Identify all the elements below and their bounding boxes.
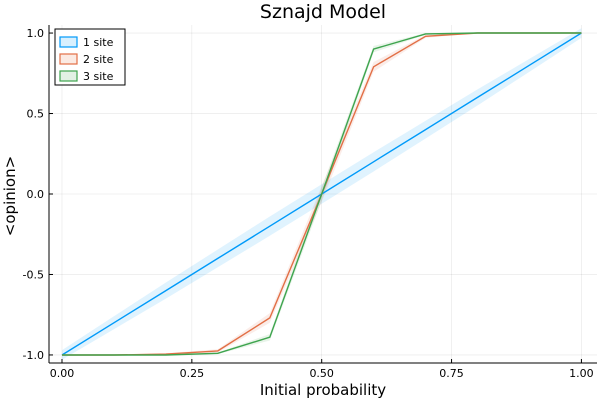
x-tick-label: 0.25 — [180, 367, 205, 380]
x-tick-label: 0.00 — [50, 367, 75, 380]
series-lines — [61, 32, 582, 356]
legend-label-3: 3 site — [83, 70, 114, 83]
legend-swatch-1 — [59, 36, 78, 48]
axes — [48, 25, 597, 364]
line-series-3 — [62, 32, 582, 356]
legend-label-2: 2 site — [83, 53, 114, 66]
x-tick-label: 0.50 — [309, 367, 334, 380]
y-axis-label: <opinion> — [1, 156, 19, 236]
chart-title: Sznajd Model — [260, 1, 386, 23]
legend-box — [54, 28, 126, 86]
y-tick-label: -1.0 — [23, 349, 44, 362]
x-tick-label: 1.00 — [569, 367, 594, 380]
y-tick-label: 0.0 — [27, 188, 45, 201]
y-tick-label: -0.5 — [23, 268, 44, 281]
legend-swatch-3 — [59, 70, 78, 82]
y-tick-label: 1.0 — [27, 27, 45, 40]
legend: 1 site 2 site 3 site — [54, 28, 126, 86]
x-axis-label: Initial probability — [260, 381, 386, 399]
legend-label-1: 1 site — [83, 36, 114, 49]
y-tick-label: 0.5 — [27, 108, 45, 121]
x-tick-label: 0.75 — [439, 367, 464, 380]
legend-swatch-2 — [59, 53, 78, 65]
tick-labels: 0.00 0.25 0.50 0.75 1.00 -1.0 -0.5 0.0 0.5 1.0 — [23, 27, 594, 380]
